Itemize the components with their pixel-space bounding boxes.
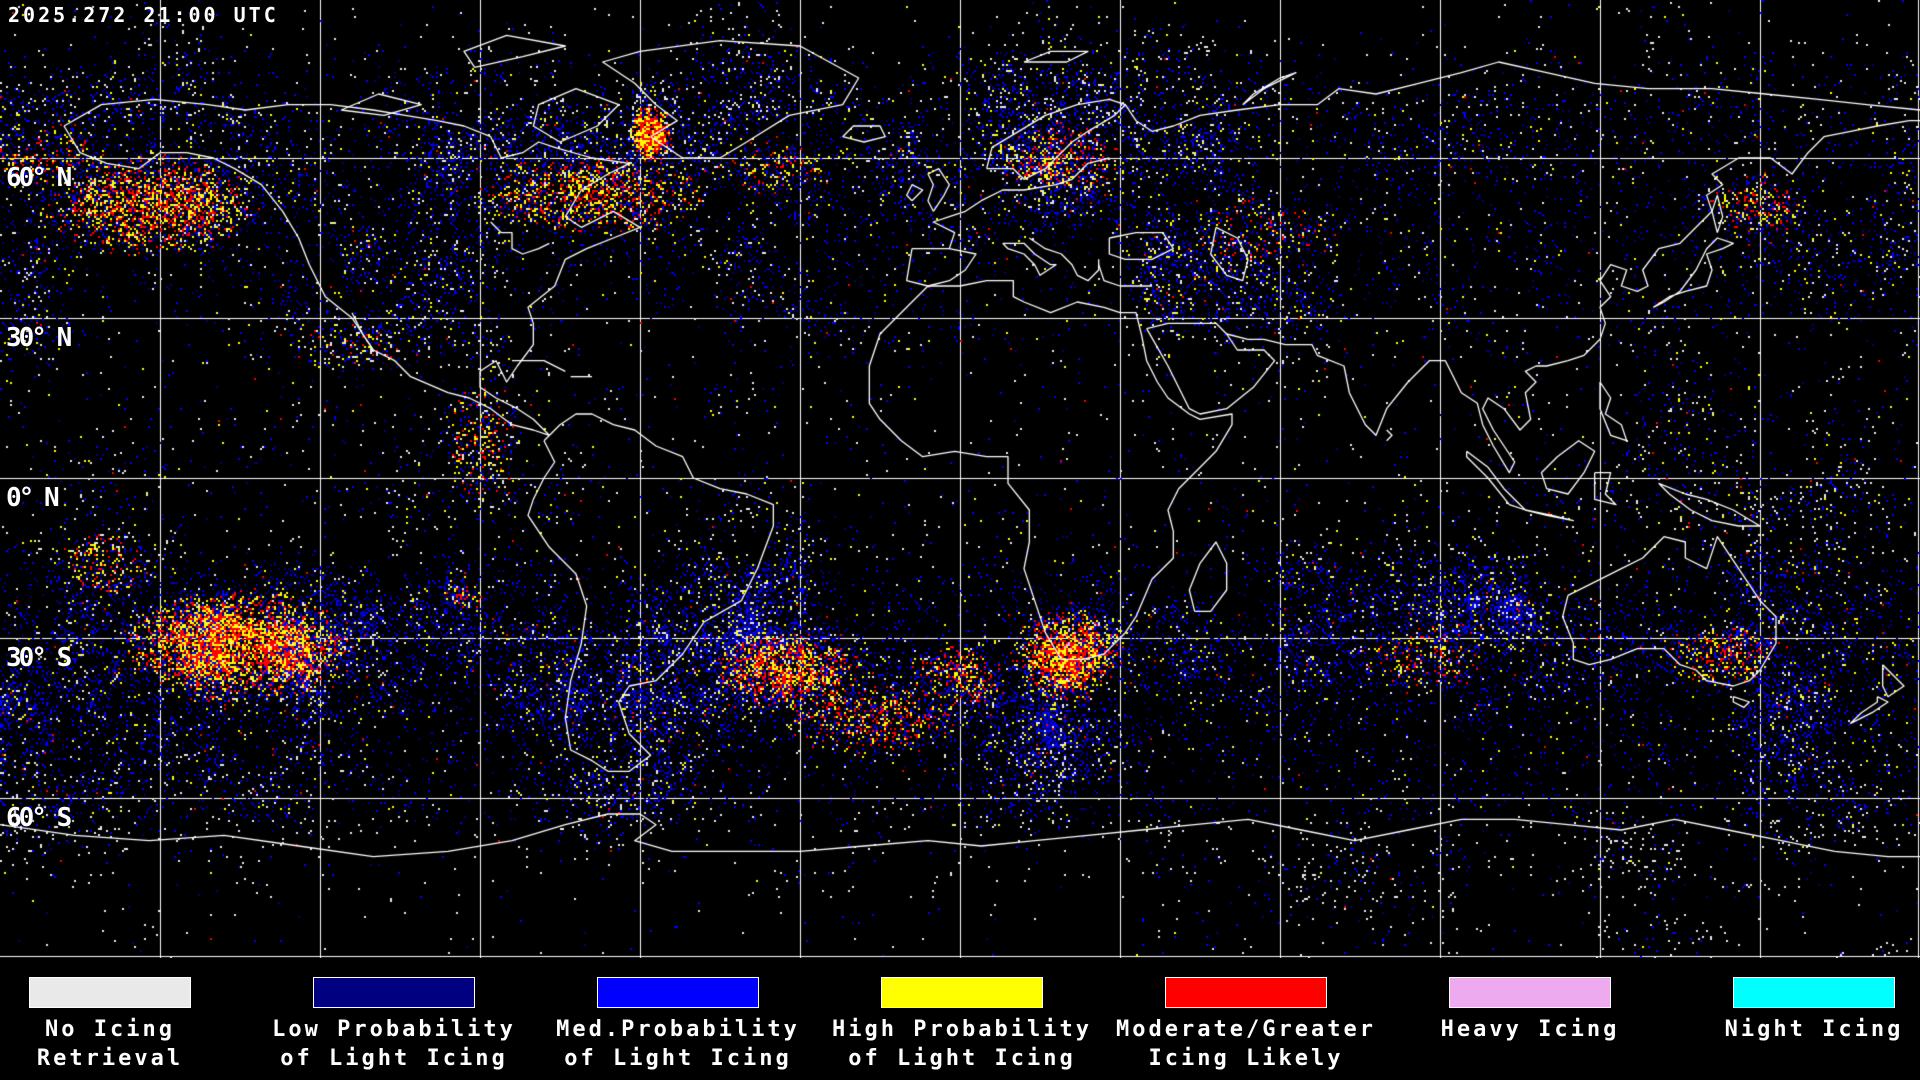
legend-item-no_icing: No Icing Retrieval bbox=[0, 977, 252, 1077]
legend-label-med: Med.Probability of Light Icing bbox=[536, 1015, 820, 1073]
legend-label-low: Low Probability of Light Icing bbox=[252, 1015, 536, 1073]
legend-item-med: Med.Probability of Light Icing bbox=[536, 977, 820, 1077]
legend-item-high: High Probability of Light Icing bbox=[820, 977, 1104, 1077]
legend-label-line: of Light Icing bbox=[848, 1046, 1076, 1071]
legend-label-line: Low Probability bbox=[272, 1017, 516, 1042]
legend-label-line: Retrieval bbox=[36, 1046, 184, 1071]
legend-label-line: No Icing bbox=[45, 1017, 175, 1042]
legend-label-line: Heavy Icing bbox=[1440, 1017, 1620, 1042]
legend-swatch-heavy bbox=[1449, 977, 1611, 1008]
latitude-label: 0° N bbox=[6, 483, 60, 513]
legend-label-line: High Probability bbox=[832, 1017, 1092, 1042]
legend-label-no_icing: No Icing Retrieval bbox=[0, 1015, 252, 1073]
legend-item-night: Night Icing bbox=[1672, 977, 1920, 1077]
latitude-label: 60° N bbox=[6, 163, 72, 193]
legend-label-high: High Probability of Light Icing bbox=[820, 1015, 1104, 1073]
legend-label-line: of Light Icing bbox=[280, 1046, 508, 1071]
latitude-label: 30° S bbox=[6, 643, 72, 673]
legend-bar: No Icing Retrieval Low Probability of Light… bbox=[0, 977, 1920, 1077]
legend-label-line: Moderate/Greater bbox=[1116, 1017, 1376, 1042]
legend-swatch-med bbox=[597, 977, 759, 1008]
timestamp-label: 2025.272 21:00 UTC bbox=[8, 3, 279, 27]
legend-label-line: Icing Likely bbox=[1148, 1046, 1344, 1071]
legend-label-line: of Light Icing bbox=[564, 1046, 792, 1071]
legend-item-moderate: Moderate/Greater Icing Likely bbox=[1104, 977, 1388, 1077]
legend-label-heavy: Heavy Icing bbox=[1388, 1015, 1672, 1044]
legend-label-moderate: Moderate/Greater Icing Likely bbox=[1104, 1015, 1388, 1073]
latitude-label: 30° N bbox=[6, 323, 72, 353]
latitude-label: 60° S bbox=[6, 803, 72, 833]
legend-item-heavy: Heavy Icing bbox=[1388, 977, 1672, 1077]
legend-swatch-high bbox=[881, 977, 1043, 1008]
legend-item-low: Low Probability of Light Icing bbox=[252, 977, 536, 1077]
legend-label-line: Med.Probability bbox=[556, 1017, 800, 1042]
world-icing-map-canvas bbox=[0, 0, 1920, 958]
legend-swatch-no_icing bbox=[29, 977, 191, 1008]
legend-swatch-low bbox=[313, 977, 475, 1008]
legend-label-line: Night Icing bbox=[1724, 1017, 1904, 1042]
legend-label-night: Night Icing bbox=[1672, 1015, 1920, 1044]
legend-swatch-night bbox=[1733, 977, 1895, 1008]
legend-swatch-moderate bbox=[1165, 977, 1327, 1008]
